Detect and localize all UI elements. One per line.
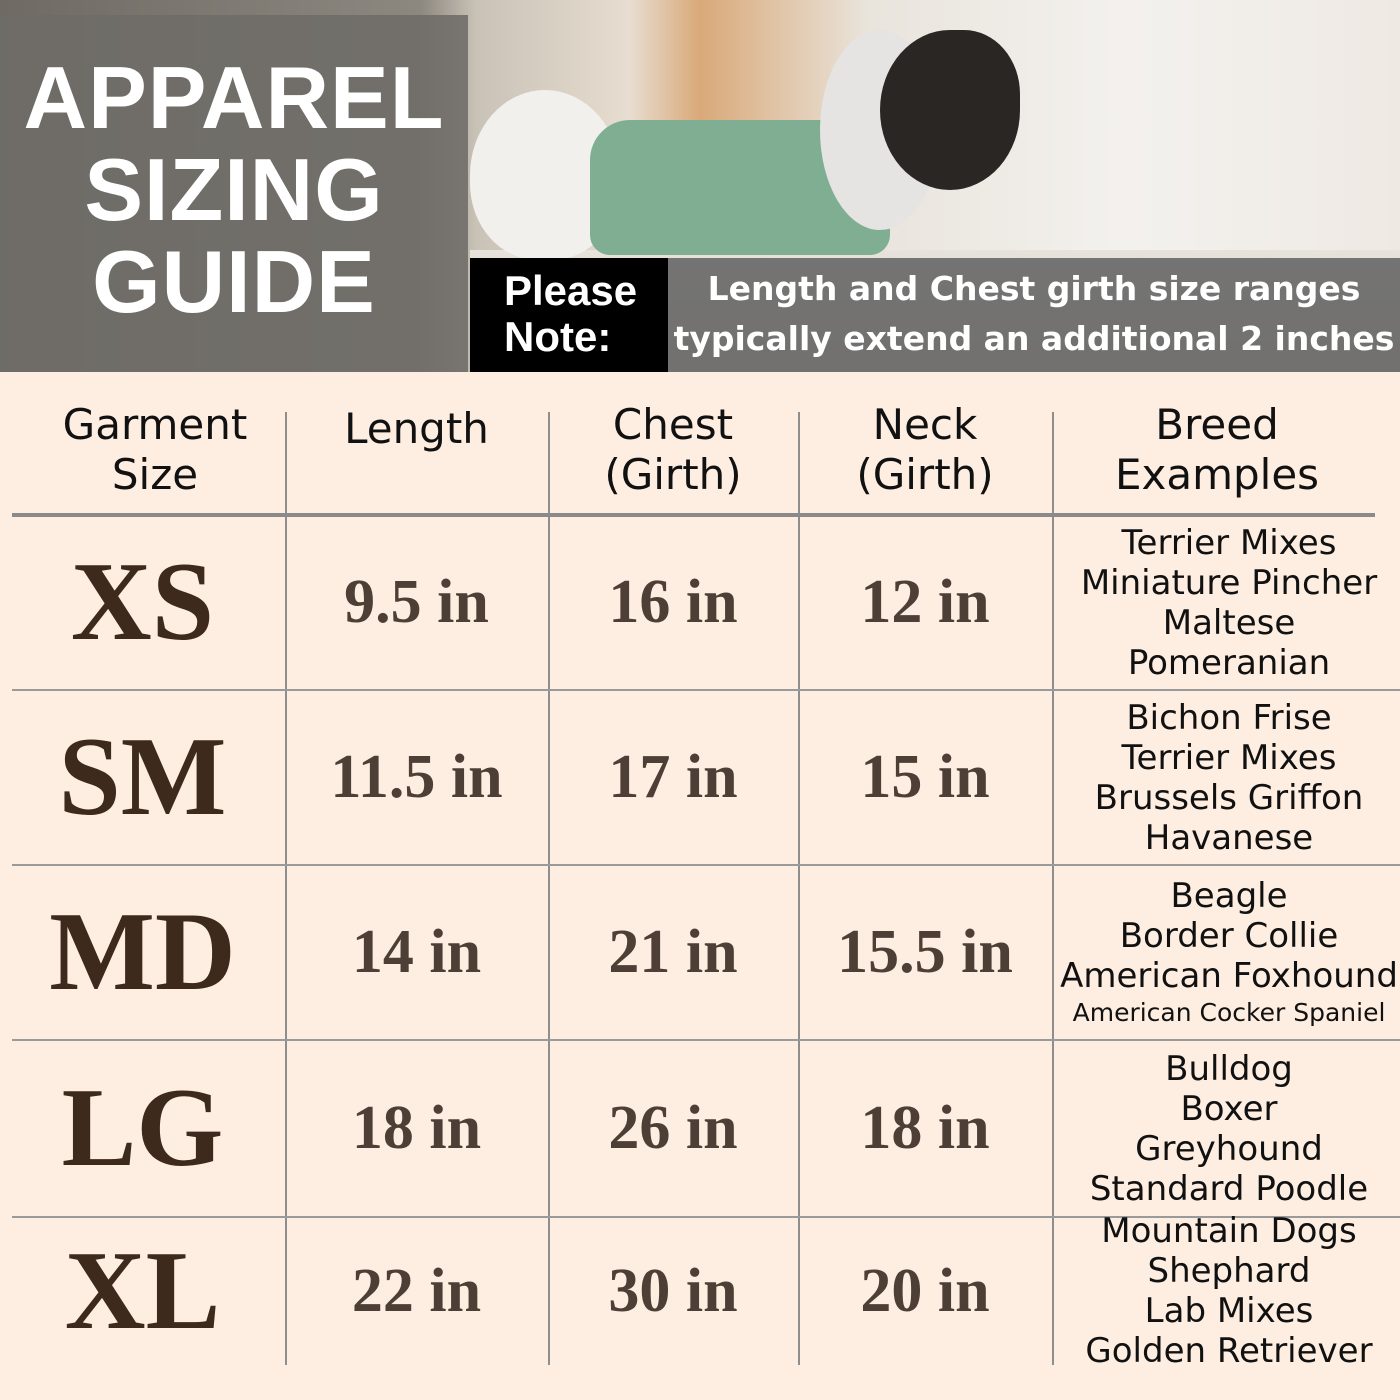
breed-examples: Terrier Mixes Miniature Pincher Maltese Pom… (1058, 515, 1400, 690)
neck-value: 15.5 in (837, 918, 1013, 986)
column-header: Length (285, 392, 548, 519)
note-text: Length and Chest girth size ranges typic… (668, 258, 1400, 372)
breed-name: Shephard (1147, 1251, 1311, 1291)
note-text-line: typically extend an additional 2 inches (673, 319, 1395, 358)
garment-size: XS (70, 540, 215, 664)
garment-size: XL (64, 1228, 221, 1353)
row-divider (12, 1216, 1400, 1218)
row-divider (12, 1039, 1400, 1041)
column-header-line: Size (111, 449, 199, 499)
column-divider (1052, 412, 1054, 1365)
header-divider (12, 513, 1375, 517)
note-label: Please Note: (470, 258, 668, 372)
garment-size: LG (61, 1066, 224, 1190)
breed-name: Brussels Griffon (1094, 777, 1364, 818)
title-line: APPAREL (23, 48, 445, 147)
title-overlay (0, 15, 468, 372)
length-value: 9.5 in (344, 568, 489, 636)
title-line: SIZING (84, 140, 384, 239)
hero-photo: APPAREL SIZING GUIDE Please Note: Length… (0, 0, 1400, 372)
garment-size: SM (58, 715, 227, 839)
breed-name: Terrier Mixes (1121, 522, 1337, 563)
breed-name: Border Collie (1119, 915, 1339, 956)
breed-name: Havanese (1144, 817, 1314, 858)
breed-name: Bulldog (1165, 1048, 1293, 1089)
breed-examples: Beagle Border Collie American Foxhound Amer… (1058, 865, 1400, 1040)
row-divider (12, 864, 1400, 866)
column-header: Chest (Girth) (548, 392, 798, 507)
sizing-table: Garment Size Length Chest (Girth) Neck (Girth)… (0, 372, 1400, 1400)
neck-value: 18 in (860, 1094, 990, 1162)
column-divider (548, 412, 550, 1365)
breed-examples: Bichon Frise Terrier Mixes Brussels Griffo… (1058, 690, 1400, 865)
column-header-line: (Girth) (856, 449, 994, 499)
neck-value: 15 in (860, 743, 990, 811)
breed-name: Miniature Pincher (1080, 562, 1378, 603)
breed-examples: Mountain Dogs Shephard Lab Mixes Golden Ret… (1058, 1211, 1400, 1371)
column-header-line: Neck (872, 399, 978, 449)
breed-name: American Foxhound (1060, 955, 1398, 996)
breed-name: Standard Poodle (1089, 1168, 1369, 1209)
breed-name: Maltese (1162, 602, 1296, 643)
column-header-line: Chest (612, 399, 734, 449)
garment-size: MD (49, 890, 236, 1014)
breed-name: Beagle (1170, 875, 1288, 916)
column-header-line: Examples (1114, 449, 1320, 499)
neck-value: 12 in (860, 568, 990, 636)
column-divider (798, 412, 800, 1365)
breed-name: Lab Mixes (1144, 1291, 1314, 1331)
breed-name: Pomeranian (1127, 642, 1331, 683)
breed-examples: Bulldog Boxer Greyhound Standard Poodle (1058, 1040, 1400, 1217)
column-header-line: Length (344, 404, 489, 453)
chest-value: 26 in (608, 1094, 738, 1162)
note-text-line: Length and Chest girth size ranges (707, 269, 1361, 308)
length-value: 22 in (351, 1256, 482, 1325)
chest-value: 30 in (608, 1256, 738, 1325)
black-dog-image (880, 30, 1020, 190)
column-header: Garment Size (20, 392, 290, 507)
page-title: APPAREL SIZING GUIDE (0, 52, 468, 328)
breed-name: Golden Retriever (1085, 1331, 1373, 1371)
note-label-line: Please (504, 267, 638, 314)
chest-value: 17 in (608, 743, 738, 811)
column-header: Breed Examples (1052, 392, 1382, 507)
length-value: 11.5 in (330, 743, 503, 811)
breed-name: Bichon Frise (1126, 697, 1332, 738)
column-header-line: Garment (62, 399, 248, 449)
neck-value: 20 in (860, 1256, 990, 1325)
note-label-line: Note: (504, 313, 612, 360)
length-value: 14 in (351, 918, 482, 986)
column-header: Neck (Girth) (798, 392, 1052, 507)
column-header-line: Breed (1155, 399, 1279, 449)
breed-name: Greyhound (1135, 1128, 1323, 1169)
chest-value: 21 in (608, 918, 738, 986)
breed-name: Terrier Mixes (1121, 737, 1337, 778)
chest-value: 16 in (608, 568, 738, 636)
row-divider (12, 689, 1400, 691)
breed-name: Mountain Dogs (1101, 1211, 1357, 1251)
title-line: GUIDE (92, 232, 376, 331)
column-divider (285, 412, 287, 1365)
breed-name: American Cocker Spaniel (1072, 997, 1386, 1027)
breed-name: Boxer (1180, 1088, 1278, 1129)
column-header-line: (Girth) (604, 449, 742, 499)
length-value: 18 in (351, 1094, 482, 1162)
